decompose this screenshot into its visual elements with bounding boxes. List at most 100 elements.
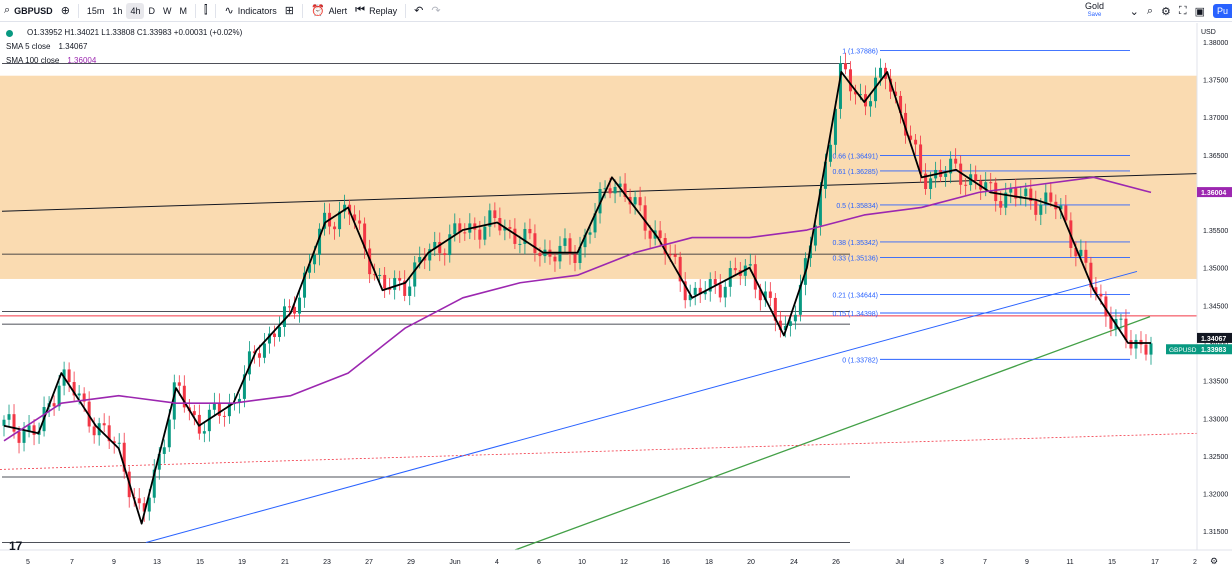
add-symbol-button[interactable]: ⊕	[57, 0, 74, 22]
candle-body	[999, 201, 1003, 208]
save-label: Save	[1087, 12, 1102, 18]
candle-body	[262, 343, 266, 358]
indicators-icon: ∿	[224, 5, 234, 17]
fib-level-label: 0.38 (1.35342)	[832, 240, 878, 247]
candle-body	[383, 274, 387, 289]
undo-button[interactable]: ↶	[410, 0, 427, 22]
interval-4h[interactable]: 4h	[126, 2, 145, 19]
fib-level-label: 0.61 (1.36285)	[832, 169, 878, 176]
layout-name[interactable]: Gold Save	[1085, 2, 1104, 20]
price-chart[interactable]: 1 (1.37886) 0.66 (1.36491) 0.61 (1.36285) 0…	[0, 23, 1232, 570]
y-tick-label: 1.32000	[1203, 492, 1228, 499]
candle-body	[282, 306, 286, 327]
candle-body	[443, 253, 447, 256]
redo-button[interactable]: ↷	[427, 0, 444, 22]
candle-body	[92, 426, 96, 436]
candle-body	[1124, 318, 1128, 341]
candle-body	[493, 210, 497, 219]
candle-body	[293, 306, 297, 314]
candle-body	[247, 351, 251, 375]
fullscreen-icon[interactable]: ⛶	[1178, 4, 1187, 17]
candle-body	[388, 288, 392, 290]
sma5-row[interactable]: SMA 5 close 1.34067	[6, 40, 242, 54]
sma5-value: 1.34067	[58, 42, 88, 51]
chevron-down-icon[interactable]: ⌄	[1129, 5, 1139, 18]
candle-body	[7, 414, 11, 420]
interval-w[interactable]: W	[162, 5, 172, 16]
candle-body	[1149, 343, 1153, 355]
ohlc-row: O1.33952 H1.34021 L1.33808 C1.33983 +0.0…	[6, 26, 242, 40]
x-tick-label: 15	[196, 559, 204, 566]
x-tick-label: 6	[537, 559, 541, 566]
interval-15m[interactable]: 15m	[86, 5, 105, 16]
interval-d[interactable]: D	[148, 5, 155, 16]
candle-body	[413, 262, 417, 287]
candle-body	[448, 234, 452, 256]
candle-body	[137, 498, 141, 504]
chart-type-button[interactable]: ⫿	[200, 0, 212, 22]
candle-body	[638, 197, 642, 206]
replay-button[interactable]: ⏮ Replay	[351, 0, 401, 22]
divider	[301, 3, 303, 18]
candle-body	[623, 183, 627, 197]
candle-body	[1064, 205, 1068, 221]
x-tick-label: 2	[1193, 559, 1197, 566]
sma5-line	[3, 71, 1151, 525]
quick-search-icon[interactable]: ⌕	[1146, 4, 1153, 17]
candle-body	[403, 280, 407, 296]
candle-body	[508, 227, 512, 229]
x-tick-label: 18	[705, 559, 713, 566]
candle-body	[453, 223, 457, 235]
sma100-row[interactable]: SMA 100 close 1.36004	[6, 54, 242, 68]
candle-body	[1089, 262, 1093, 288]
candle-body	[433, 241, 437, 250]
camera-icon[interactable]: ▣	[1194, 5, 1205, 18]
candle-body	[678, 256, 682, 282]
x-tick-label: 7	[70, 559, 74, 566]
candle-body	[57, 385, 61, 407]
indicators-button[interactable]: ∿ Indicators	[220, 0, 280, 22]
candle-body	[673, 254, 677, 257]
candle-body	[478, 229, 482, 240]
indicators-label: Indicators	[237, 5, 277, 16]
candle-body	[683, 281, 687, 301]
candle-body	[1079, 249, 1083, 257]
candle-body	[277, 326, 281, 338]
alert-button[interactable]: ⏰ Alert	[307, 0, 351, 22]
gear-icon[interactable]: ⚙	[1161, 5, 1171, 18]
candle-body	[703, 291, 707, 295]
publish-button[interactable]: Pu	[1212, 4, 1232, 18]
candle-body	[573, 254, 577, 263]
top-toolbar: ⌕ GBPUSD ⊕ 15m 1h 4h D W M ⫿ ∿ Indicator…	[0, 0, 1232, 22]
settings-icon: ⚙	[1210, 557, 1218, 567]
interval-1h[interactable]: 1h	[112, 5, 123, 16]
grid-icon: ⊞	[284, 5, 294, 17]
symbol-label: GBPUSD	[14, 5, 53, 16]
candle-body	[353, 214, 357, 221]
candle-body	[167, 419, 171, 448]
candle-body	[1024, 188, 1028, 197]
candle-body	[663, 238, 667, 255]
candle-body	[974, 174, 978, 181]
candle-body	[298, 297, 302, 314]
candle-body	[688, 294, 692, 301]
candle-body	[608, 188, 612, 194]
candle-body	[523, 228, 527, 244]
x-tick-label: 9	[1025, 559, 1029, 566]
candle-body	[338, 211, 342, 230]
candle-body	[363, 223, 367, 249]
candle-body	[1129, 340, 1133, 349]
candle-body	[733, 268, 737, 271]
templates-button[interactable]: ⊞	[281, 0, 298, 22]
candle-body	[944, 173, 948, 177]
candle-body	[1004, 192, 1008, 208]
interval-m[interactable]: M	[179, 5, 187, 16]
candle-body	[889, 78, 893, 92]
price-tag	[1197, 332, 1232, 343]
candle-body	[563, 238, 567, 246]
candle-body	[989, 182, 993, 184]
symbol-search[interactable]: ⌕ GBPUSD	[0, 0, 57, 22]
candle-body	[308, 264, 312, 273]
candle-body	[503, 227, 507, 231]
candle-body	[242, 374, 246, 399]
